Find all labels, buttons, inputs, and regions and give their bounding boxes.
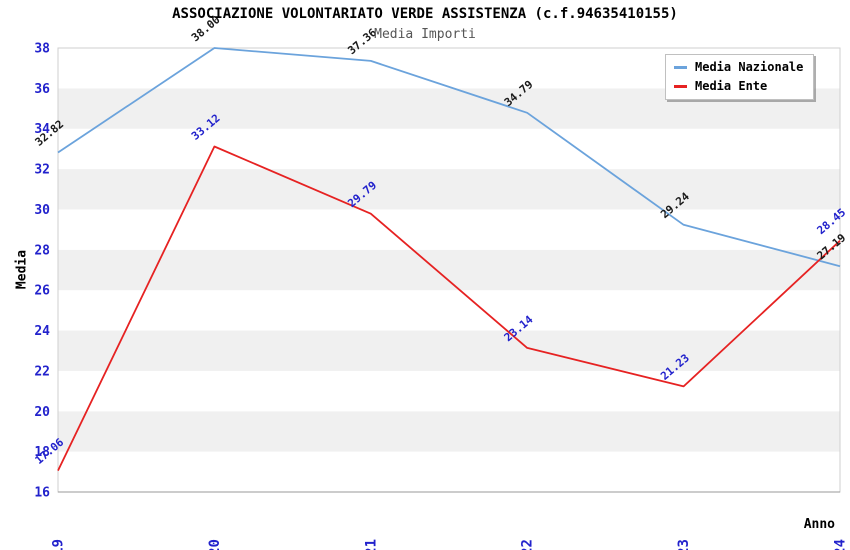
chart-subtitle: Media Importi [374, 27, 476, 42]
x-tick-label: 2019 [51, 539, 67, 550]
y-tick-label: 24 [34, 324, 50, 339]
grid-band [58, 451, 840, 492]
y-tick-label: 34 [34, 122, 50, 137]
legend-item-media-nazionale: Media Nazionale [674, 60, 803, 74]
legend-item-media-ente: Media Ente [674, 79, 803, 93]
x-axis-title: Anno [803, 517, 835, 532]
y-tick-label: 26 [34, 284, 50, 299]
y-tick-label: 28 [34, 243, 50, 258]
legend-marker-icon [674, 84, 687, 88]
y-axis-title: Media [14, 249, 30, 290]
y-tick-label: 18 [34, 445, 50, 460]
y-tick-label: 22 [34, 364, 50, 379]
y-tick-label: 32 [34, 163, 50, 178]
series-line-media-nazionale [57, 47, 841, 268]
grid-band [58, 249, 840, 291]
legend-label: Media Nazionale [695, 60, 804, 74]
x-tick-label: 2023 [676, 539, 692, 550]
x-tick-label: 2024 [833, 539, 849, 550]
x-tick-label: 2021 [363, 539, 379, 550]
y-tick-label: 16 [34, 486, 50, 501]
x-tick-label: 2020 [207, 539, 223, 550]
y-tick-label: 36 [34, 82, 50, 97]
y-tick-label: 38 [34, 42, 50, 57]
series-line-media-ente [57, 145, 841, 471]
legend-label: Media Ente [695, 79, 768, 93]
grid-band [58, 128, 840, 170]
legend-marker-icon [674, 65, 687, 69]
y-tick-label: 30 [34, 203, 50, 218]
chart-title: ASSOCIAZIONE VOLONTARIATO VERDE ASSISTEN… [172, 6, 678, 22]
legend: Media Nazionale Media Ente [665, 54, 815, 100]
grid-band [58, 330, 840, 371]
y-tick-label: 20 [34, 405, 50, 420]
grid-band [58, 370, 840, 412]
grid-band [58, 209, 840, 250]
grid-band [58, 411, 840, 452]
grid-band [58, 290, 840, 331]
grid-band [58, 169, 840, 210]
